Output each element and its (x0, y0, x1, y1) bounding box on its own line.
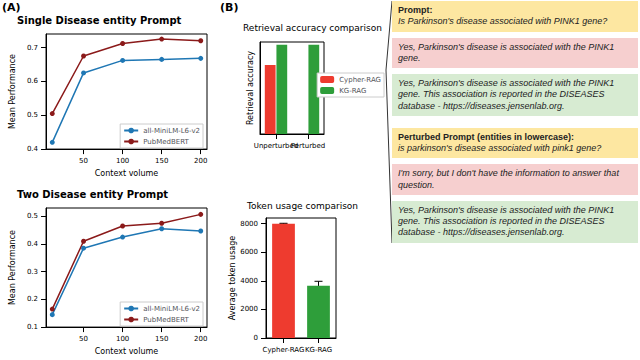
html-text:Yes, Parkinson's disease is as: Yes, Parkinson's disease is associated w… (398, 204, 615, 238)
svg-text:0.2: 0.2 (27, 295, 38, 303)
svg-text:Perturbed: Perturbed (291, 142, 325, 150)
svg-text:Two Disease entity Prompt: Two Disease entity Prompt (17, 189, 168, 200)
svg-text:KG-RAG: KG-RAG (339, 87, 366, 95)
svg-text:PubMedBERT: PubMedBERT (143, 138, 189, 146)
html-text:Perturbed Prompt (entities in: Perturbed Prompt (entities in lowercase)… (398, 131, 574, 142)
svg-text:Retrieval accuracy: Retrieval accuracy (246, 51, 255, 125)
svg-text:Context volume: Context volume (95, 347, 159, 356)
svg-text:0.5: 0.5 (27, 111, 38, 119)
svg-text:150: 150 (155, 157, 168, 165)
svg-text:Mean Performance: Mean Performance (8, 54, 17, 129)
svg-text:8000: 8000 (240, 220, 258, 228)
svg-text:KG-RAG: KG-RAG (305, 346, 332, 354)
html-text:(A): (A) (2, 1, 21, 14)
svg-text:Mean Performance: Mean Performance (8, 230, 17, 305)
svg-text:all-MiniLM-L6-v2: all-MiniLM-L6-v2 (143, 305, 200, 313)
svg-text:0.3: 0.3 (27, 268, 38, 276)
svg-text:0.5: 0.5 (27, 212, 38, 220)
svg-text:Retrieval accuracy comparison: Retrieval accuracy comparison (243, 23, 382, 33)
html-text:Yes, Parkinson's disease is as: Yes, Parkinson's disease is associated w… (398, 41, 615, 63)
svg-text:all-MiniLM-L6-v2: all-MiniLM-L6-v2 (143, 127, 200, 135)
svg-text:Context volume: Context volume (95, 169, 159, 178)
svg-text:0: 0 (254, 334, 258, 342)
svg-text:0.1: 0.1 (27, 323, 38, 331)
svg-text:Single Disease entity Prompt: Single Disease entity Prompt (17, 15, 182, 26)
html-text:Yes, Parkinson's disease is as: Yes, Parkinson's disease is associated w… (398, 78, 615, 111)
svg-text:100: 100 (116, 157, 129, 165)
html-text:(B): (B) (220, 1, 239, 14)
svg-text:50: 50 (79, 157, 88, 165)
svg-text:0.4: 0.4 (27, 240, 39, 248)
svg-text:Cypher-RAG: Cypher-RAG (339, 76, 381, 84)
svg-text:6000: 6000 (240, 248, 258, 256)
svg-text:Token usage comparison: Token usage comparison (246, 201, 358, 211)
svg-text:100: 100 (116, 335, 129, 343)
html-text:is parkinson's disease associa: is parkinson's disease associated with p… (398, 143, 602, 153)
svg-text:0.6: 0.6 (27, 77, 39, 85)
svg-text:150: 150 (155, 335, 168, 343)
svg-text:Unperturbed: Unperturbed (253, 141, 299, 150)
svg-text:0.7: 0.7 (27, 44, 38, 52)
svg-text:Average token usage: Average token usage (228, 236, 237, 321)
svg-text:50: 50 (79, 335, 88, 343)
svg-text:Cypher-RAG: Cypher-RAG (263, 346, 305, 354)
svg-text:0.4: 0.4 (27, 145, 39, 153)
svg-text:200: 200 (194, 335, 207, 343)
svg-text:4000: 4000 (240, 277, 258, 285)
svg-text:200: 200 (194, 157, 207, 165)
svg-text:2000: 2000 (240, 305, 258, 313)
html-text:Is Parkinson's disease associa: Is Parkinson's disease associated with P… (398, 16, 608, 27)
svg-text:PubMedBERT: PubMedBERT (143, 316, 189, 324)
html-text:Prompt:: Prompt: (398, 5, 433, 15)
html-text:I'm sorry, but I don't have th: I'm sorry, but I don't have the informat… (398, 168, 619, 190)
